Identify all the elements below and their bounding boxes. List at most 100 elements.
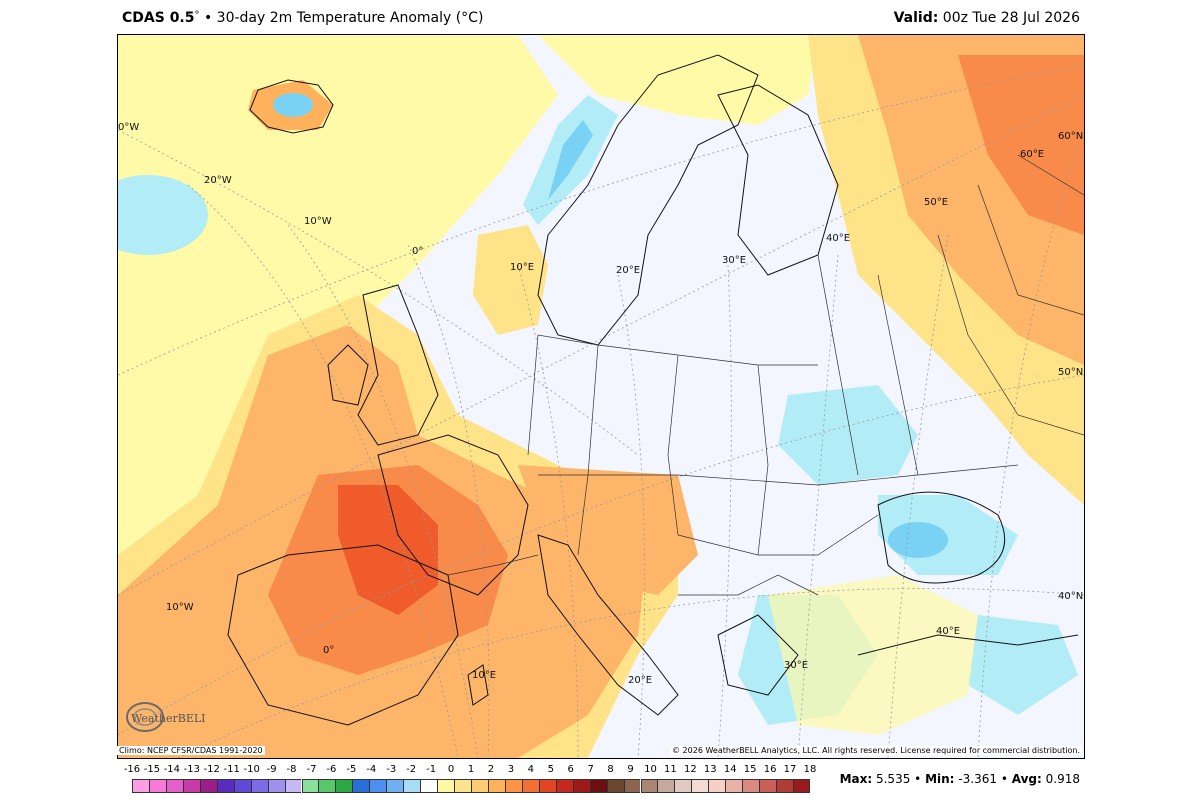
legend-tick: -5 bbox=[346, 764, 357, 775]
legend-swatch bbox=[674, 779, 692, 793]
graticule-labels: 0°W 20°W 10°W 0° 10°E 20°E 30°E 40°E 50°… bbox=[118, 122, 1083, 686]
legend-tick: 13 bbox=[703, 764, 717, 775]
legend-tick: -12 bbox=[203, 764, 220, 775]
lon-label-30e: 30°E bbox=[722, 255, 746, 266]
iberia-outline bbox=[227, 544, 459, 726]
valid-time: Valid: 00z Tue 28 Jul 2026 bbox=[894, 10, 1080, 26]
black-sea-cool-core bbox=[888, 522, 948, 558]
country-borders bbox=[447, 154, 1084, 596]
legend-swatch bbox=[708, 779, 726, 793]
italy-outline bbox=[537, 534, 679, 716]
legend-tick: -16 bbox=[123, 764, 141, 775]
legend-tick: -6 bbox=[326, 764, 337, 775]
legend-tick: -3 bbox=[386, 764, 397, 775]
lon-label-10w-south: 10°W bbox=[166, 602, 194, 613]
stats-summary: Max: 5.535 • Min: -3.361 • Avg: 0.918 bbox=[840, 772, 1080, 786]
atlantic-cool-blob bbox=[118, 175, 208, 255]
legend-tick: 8 bbox=[607, 764, 614, 775]
legend-swatch bbox=[776, 779, 794, 793]
avg-value: 0.918 bbox=[1045, 772, 1080, 786]
valid-label: Valid: bbox=[893, 10, 939, 26]
lat-label-60n: 60°N bbox=[1058, 131, 1083, 142]
legend-tick: -15 bbox=[143, 764, 161, 775]
map-title: CDAS 0.5° • 30-day 2m Temperature Anomal… bbox=[122, 10, 483, 26]
legend-swatch bbox=[199, 779, 217, 793]
avg-label: Avg: bbox=[1011, 772, 1042, 786]
legend-swatch bbox=[182, 779, 200, 793]
legend-tick: -8 bbox=[286, 764, 297, 775]
lon-label-50e: 50°E bbox=[924, 197, 948, 208]
france-outline bbox=[377, 434, 529, 596]
lon-label-0w: 0°W bbox=[118, 122, 139, 133]
legend-swatch bbox=[657, 779, 675, 793]
legend-tick: 15 bbox=[743, 764, 757, 775]
france-warm-core bbox=[338, 485, 438, 615]
legend-swatch bbox=[233, 779, 251, 793]
legend-swatch bbox=[301, 779, 319, 793]
legend-tick: -2 bbox=[406, 764, 417, 775]
atlantic-warm-zone bbox=[118, 35, 558, 555]
legend-swatch bbox=[691, 779, 709, 793]
legend-tick: 4 bbox=[527, 764, 534, 775]
color-legend: -16 -15 -14 -13 -12 -11 -10 -9 -8 -7 -6 -5 -4 -3 -2 -1 0… bbox=[124, 764, 816, 796]
lon-label-0-south: 0° bbox=[323, 645, 334, 656]
legend-swatch bbox=[640, 779, 658, 793]
legend-swatch bbox=[352, 779, 370, 793]
ireland-outline bbox=[327, 344, 369, 406]
legend-tick: 12 bbox=[683, 764, 697, 775]
legend-swatch bbox=[572, 779, 590, 793]
legend-tick: 7 bbox=[587, 764, 594, 775]
legend-swatch bbox=[148, 779, 166, 793]
lon-label-20e: 20°E bbox=[616, 265, 640, 276]
legend-swatch bbox=[318, 779, 336, 793]
legend-tick: -7 bbox=[306, 764, 317, 775]
lat-label-40n: 40°N bbox=[1058, 591, 1083, 602]
legend-swatch bbox=[250, 779, 268, 793]
product-name: CDAS 0.5 bbox=[122, 10, 195, 26]
anomaly-map: 0°W 20°W 10°W 0° 10°E 20°E 30°E 40°E 50°… bbox=[117, 34, 1085, 759]
east-med-warm bbox=[768, 575, 978, 735]
south-norway-warm bbox=[473, 225, 548, 335]
scandinavia-outline bbox=[537, 54, 759, 346]
legend-swatch bbox=[487, 779, 505, 793]
legend-swatch bbox=[521, 779, 539, 793]
lon-label-30e-south: 30°E bbox=[784, 660, 808, 671]
copyright-note: © 2026 WeatherBELL Analytics, LLC. All r… bbox=[670, 746, 1082, 755]
legend-tick: 0 bbox=[447, 764, 455, 775]
legend-tick: 5 bbox=[547, 764, 554, 775]
legend-tick: 16 bbox=[763, 764, 777, 775]
legend-tick: 14 bbox=[723, 764, 737, 775]
title-bullet: • bbox=[203, 10, 213, 26]
legend-swatch bbox=[369, 779, 387, 793]
legend-swatch bbox=[589, 779, 607, 793]
legend-swatch bbox=[165, 779, 183, 793]
legend-swatch bbox=[386, 779, 404, 793]
valid-value: 00z Tue 28 Jul 2026 bbox=[942, 10, 1080, 26]
legend-tick: 1 bbox=[467, 764, 475, 775]
legend-tick: -14 bbox=[163, 764, 181, 775]
legend-tick: -4 bbox=[366, 764, 377, 775]
britain-outline bbox=[357, 284, 439, 446]
legend-swatch bbox=[555, 779, 573, 793]
legend-swatch bbox=[793, 779, 810, 793]
legend-swatch bbox=[132, 779, 149, 793]
max-value: 5.535 bbox=[875, 772, 911, 786]
legend-tick: 6 bbox=[567, 764, 574, 775]
legend-swatch bbox=[471, 779, 488, 793]
legend-swatch bbox=[437, 779, 455, 793]
legend-swatch bbox=[403, 779, 421, 793]
legend-tick: 18 bbox=[803, 764, 817, 775]
lon-label-20e-south: 20°E bbox=[628, 675, 652, 686]
iceland-cool bbox=[273, 93, 313, 117]
graticule bbox=[118, 64, 1084, 758]
weatherbell-logo: WeatherBELL bbox=[126, 702, 205, 732]
degree-mark: ° bbox=[194, 10, 200, 21]
legend-swatch bbox=[420, 779, 438, 793]
legend-tick: -1 bbox=[426, 764, 437, 775]
legend-tick: -9 bbox=[266, 764, 277, 775]
legend-swatch bbox=[623, 779, 641, 793]
title-text: 30-day 2m Temperature Anomaly (°C) bbox=[216, 10, 484, 26]
legend-swatch bbox=[284, 779, 302, 793]
legend-tick: 9 bbox=[627, 764, 634, 775]
legend-swatch bbox=[267, 779, 285, 793]
